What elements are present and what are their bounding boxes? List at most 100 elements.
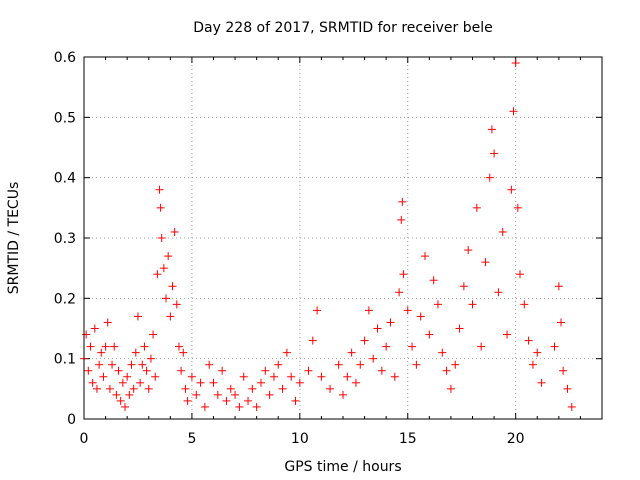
data-point — [90, 324, 99, 333]
plot-frame — [83, 56, 603, 420]
data-point — [429, 276, 438, 285]
data-point — [339, 390, 347, 399]
data-point — [369, 354, 378, 363]
data-point — [563, 384, 572, 393]
data-point — [399, 270, 408, 279]
data-point — [567, 402, 576, 411]
data-point — [464, 246, 473, 255]
data-point — [192, 390, 201, 399]
data-point — [308, 336, 317, 345]
data-point — [373, 324, 382, 333]
data-point — [295, 378, 304, 387]
data-point — [537, 378, 546, 387]
data-point — [131, 348, 140, 357]
data-point — [170, 227, 179, 236]
data-point — [278, 384, 287, 393]
data-point — [313, 306, 322, 315]
data-point — [377, 366, 386, 375]
data-point — [140, 342, 149, 351]
data-point — [481, 258, 490, 267]
data-point — [386, 318, 395, 327]
x-axis-label: GPS time / hours — [284, 459, 401, 475]
data-point — [95, 360, 104, 369]
data-point — [425, 330, 434, 339]
data-point — [343, 372, 352, 381]
data-point — [103, 318, 112, 327]
data-point — [356, 360, 365, 369]
chart-title: Day 228 of 2017, SRMTID for receiver bel… — [193, 20, 492, 36]
data-point — [164, 252, 173, 261]
data-point — [118, 378, 127, 387]
y-axis-label: SRMTID / TECUs — [6, 182, 22, 295]
data-point — [222, 396, 231, 405]
data-point — [397, 215, 406, 224]
data-point — [92, 384, 101, 393]
data-point — [112, 390, 121, 399]
data-point — [511, 59, 520, 68]
data-point — [533, 348, 542, 357]
data-point — [166, 312, 175, 321]
data-point — [269, 372, 278, 381]
y-tick-label: 0.1 — [54, 352, 76, 368]
data-point — [101, 342, 110, 351]
x-tick-label: 0 — [80, 431, 89, 447]
data-point — [287, 372, 296, 381]
data-point — [127, 360, 136, 369]
data-point — [509, 107, 518, 116]
data-point — [524, 336, 533, 345]
data-point — [88, 378, 97, 387]
x-tick-label: 15 — [399, 431, 417, 447]
data-point — [459, 282, 468, 291]
data-point — [116, 396, 125, 405]
data-point — [86, 342, 95, 351]
data-point — [159, 264, 168, 273]
data-point — [274, 360, 283, 369]
data-point — [416, 312, 425, 321]
data-point — [99, 372, 108, 381]
data-point — [550, 342, 559, 351]
data-point — [205, 360, 214, 369]
data-point — [213, 390, 222, 399]
data-point — [507, 185, 516, 194]
data-point — [153, 270, 162, 279]
data-point — [177, 366, 186, 375]
data-point — [146, 354, 155, 363]
data-point — [155, 185, 164, 194]
data-point — [347, 348, 356, 357]
data-point — [181, 384, 190, 393]
data-point — [244, 396, 253, 405]
data-point — [438, 348, 447, 357]
data-point — [421, 252, 430, 261]
data-point — [490, 149, 499, 158]
data-point — [179, 348, 188, 357]
data-point — [239, 372, 248, 381]
y-tick-label: 0 — [67, 412, 76, 428]
data-point — [442, 366, 451, 375]
data-point — [515, 270, 524, 279]
grid-lines — [84, 57, 602, 419]
data-point — [157, 234, 166, 242]
data-point — [133, 312, 142, 321]
data-point — [125, 390, 134, 399]
data-point — [265, 390, 274, 399]
data-point — [235, 402, 244, 411]
x-tick-label: 10 — [291, 431, 309, 447]
data-point — [291, 396, 300, 405]
data-point — [123, 372, 132, 381]
data-point — [172, 300, 181, 309]
data-point — [174, 342, 183, 351]
data-point — [252, 402, 261, 411]
data-point — [472, 203, 481, 212]
data-point — [468, 300, 477, 309]
data-point — [304, 366, 313, 375]
data-point — [183, 396, 192, 405]
data-point — [162, 294, 171, 303]
data-point — [398, 197, 407, 206]
data-point — [412, 360, 421, 369]
data-point — [138, 360, 147, 369]
data-point — [498, 227, 507, 236]
data-point — [451, 360, 460, 369]
y-tick-label: 0.6 — [54, 50, 76, 66]
data-point — [84, 366, 93, 375]
data-point — [477, 342, 486, 351]
